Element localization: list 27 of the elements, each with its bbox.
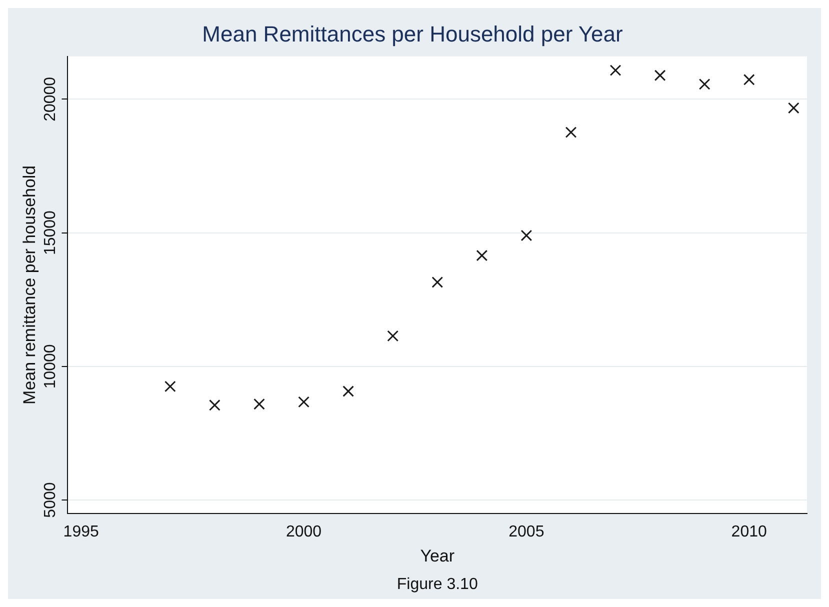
point	[164, 380, 176, 392]
point	[520, 230, 532, 242]
y-tick-label: 20000	[42, 76, 60, 122]
point	[209, 399, 220, 411]
x-axis-title: Year	[420, 546, 455, 566]
x-tick-label: 2005	[508, 523, 544, 540]
point	[387, 330, 399, 342]
y-tick-label: 5000	[42, 482, 60, 518]
point	[298, 396, 310, 408]
caption: Figure 3.10	[396, 576, 478, 593]
x-tick-label: 2010	[731, 523, 768, 540]
point	[342, 386, 354, 397]
point	[565, 126, 577, 138]
x-tick-label: 1995	[63, 523, 99, 540]
y-tick-label: 15000	[42, 210, 60, 256]
point	[743, 74, 755, 86]
point	[654, 70, 666, 82]
point	[254, 398, 265, 410]
chart-title: Mean Remittances per Household per Year	[202, 21, 623, 46]
point	[610, 64, 622, 76]
x-tick-label: 2000	[286, 523, 322, 540]
y-tick-label: 10000	[42, 344, 60, 389]
point	[788, 102, 800, 114]
point	[476, 250, 488, 262]
y-axis-title: Mean remittance per household	[20, 165, 39, 404]
point	[698, 78, 710, 90]
point	[432, 276, 444, 288]
